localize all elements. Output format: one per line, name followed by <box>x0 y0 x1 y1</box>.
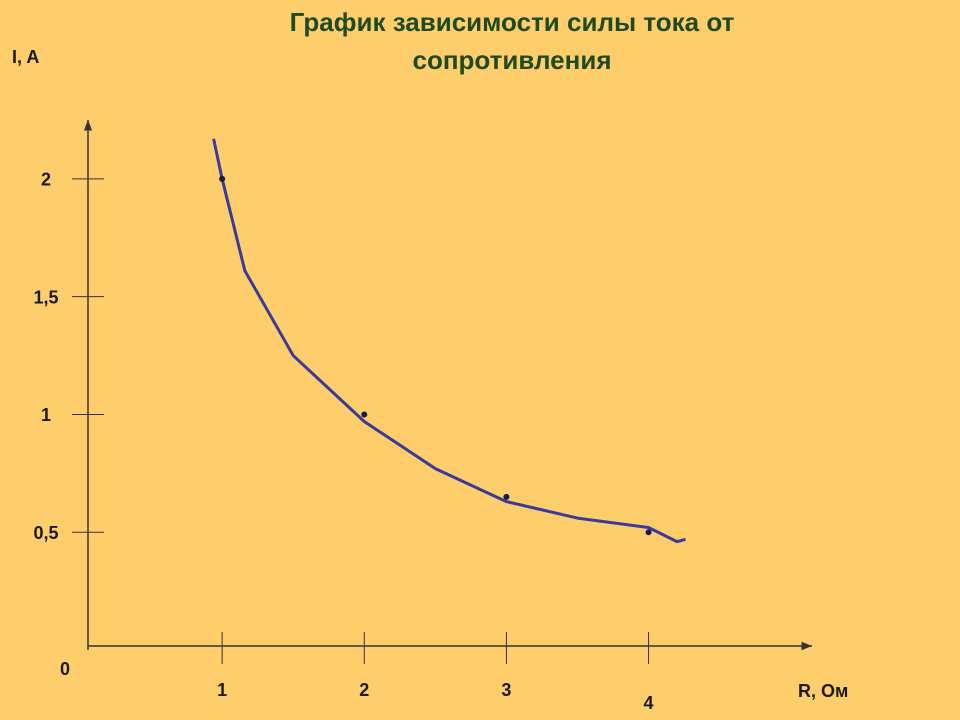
chart-title: сопротивления <box>412 45 611 75</box>
data-point <box>219 175 226 182</box>
data-point <box>361 411 368 418</box>
x-tick-label: 1 <box>217 680 227 700</box>
y-tick-label: 1 <box>41 405 51 425</box>
y-tick-label: 0,5 <box>33 523 58 543</box>
y-tick-label: 1,5 <box>33 287 58 307</box>
x-axis-label: R, Ом <box>798 681 848 701</box>
chart-title: График зависимости силы тока от <box>290 7 735 37</box>
data-point <box>503 493 510 500</box>
x-tick-label: 3 <box>501 680 511 700</box>
origin-label: 0 <box>60 659 70 679</box>
y-tick-label: 2 <box>41 170 51 190</box>
x-tick-label: 4 <box>644 693 654 713</box>
y-axis-label: I, A <box>12 47 39 67</box>
curve <box>212 138 686 544</box>
x-tick-label: 2 <box>359 680 369 700</box>
data-point <box>645 529 652 536</box>
